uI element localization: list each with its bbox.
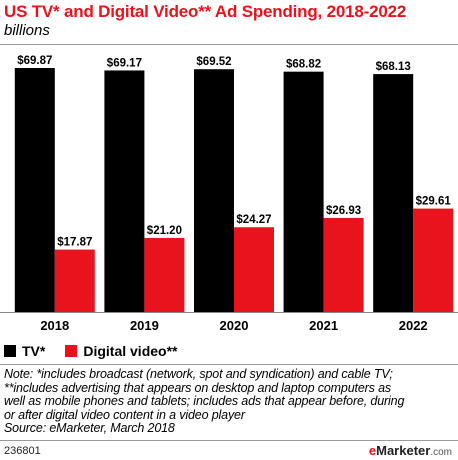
x-tick-label: 2019: [130, 318, 159, 333]
source-line: Source: eMarketer, March 2018: [4, 421, 175, 435]
bar-chart: $69.87 $17.87 2018 $69.17 $21.20 2019 $69.52 $2…: [0, 44, 458, 333]
x-tick-label: 2021: [309, 318, 338, 333]
data-label: $21.20: [147, 225, 182, 237]
data-label: $26.93: [326, 205, 361, 217]
bar-digital-video: [144, 237, 185, 312]
chart-id: 236801: [4, 445, 41, 457]
data-label: $69.87: [17, 55, 52, 67]
legend-swatch-tv: [4, 345, 16, 357]
bar-digital-video: [234, 227, 274, 312]
note-line: **includes advertising that appears on d…: [4, 380, 391, 395]
bar-tv: [283, 71, 324, 312]
x-tick-label: 2022: [399, 318, 428, 333]
bar-digital-video: [54, 249, 95, 312]
data-label: $24.27: [236, 214, 271, 226]
legend-item-digital-video: Digital video**: [65, 343, 177, 359]
bar-digital-video: [413, 208, 454, 312]
data-label: $29.61: [416, 196, 452, 208]
data-label: $68.13: [376, 61, 411, 73]
footer-divider: [0, 440, 458, 441]
x-tick-label: 2018: [40, 318, 69, 333]
note-line: or after digital video content in a vide…: [4, 407, 245, 422]
bar-tv: [104, 70, 145, 312]
data-label: $68.82: [286, 59, 321, 71]
chart-note: Note: *includes broadcast (network, spot…: [4, 367, 456, 436]
data-label: $17.87: [57, 237, 92, 249]
data-label: $69.52: [196, 56, 231, 68]
bar-tv: [373, 74, 414, 312]
legend: TV* Digital video**: [4, 341, 197, 361]
legend-label-tv: TV*: [22, 343, 46, 359]
x-tick-label: 2020: [220, 318, 249, 333]
note-line: Note: *includes broadcast (network, spot…: [4, 367, 393, 381]
bar-tv: [14, 68, 55, 312]
data-label: $69.17: [107, 57, 142, 69]
chart-subtitle: billions: [4, 22, 50, 39]
chart-title: US TV* and Digital Video** Ad Spending, …: [4, 2, 407, 21]
emarketer-logo: eMarketer.com: [368, 443, 452, 458]
note-line: well as mobile phones and tablets; inclu…: [4, 394, 405, 408]
bar-digital-video: [323, 217, 364, 312]
legend-label-digital-video: Digital video**: [83, 343, 178, 359]
legend-divider: [0, 364, 458, 365]
bar-tv: [194, 69, 234, 313]
legend-swatch-digital-video: [65, 345, 78, 357]
legend-item-tv: TV*: [4, 343, 45, 359]
